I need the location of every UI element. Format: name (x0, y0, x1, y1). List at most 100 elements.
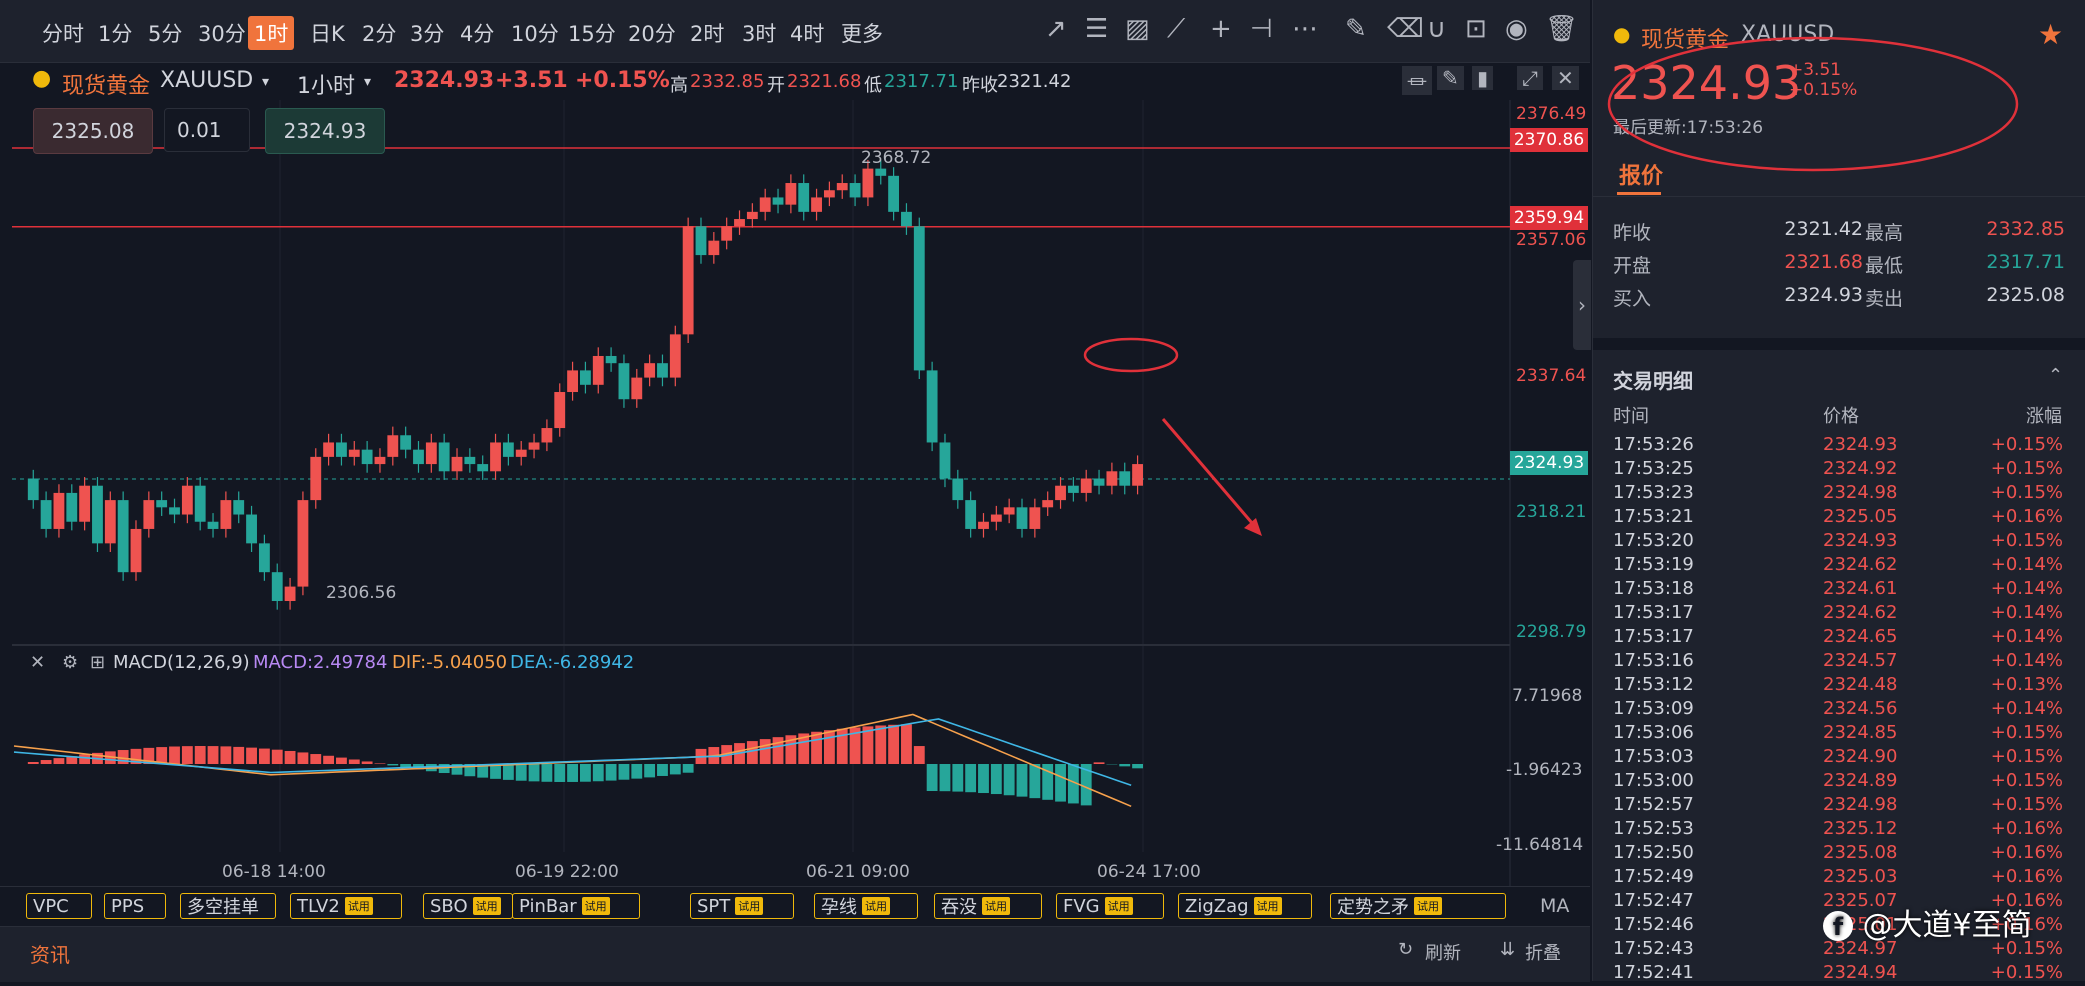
timeframe-7[interactable]: 3分 (404, 16, 450, 50)
macd-bar (593, 764, 604, 781)
timeframe-10[interactable]: 15分 (562, 16, 622, 50)
macd-bar (298, 752, 309, 764)
trade-time: 17:53:17 (1613, 626, 1694, 647)
timeframe-5[interactable]: 日K (304, 16, 351, 50)
time-tick: 06-24 17:00 (1097, 862, 1201, 882)
close-indicator-icon[interactable]: ✕ (30, 652, 45, 673)
refresh-button[interactable]: 刷新 (1425, 939, 1461, 965)
fibonacci-icon[interactable]: ☰ (1085, 14, 1108, 44)
fullscreen-icon[interactable]: ⤢ (1517, 66, 1543, 90)
buy-price-button[interactable]: 2324.93 (265, 108, 385, 154)
magnet-icon[interactable]: ∪ (1427, 14, 1446, 44)
indicator-button[interactable]: 吞没试用 (934, 893, 1042, 919)
high-label: 高 (670, 71, 688, 97)
add-icon[interactable]: ⊞ (90, 652, 105, 673)
timeframe-11[interactable]: 20分 (622, 16, 682, 50)
indicator-button[interactable]: 多空挂单 (180, 893, 276, 919)
timeframe-13[interactable]: 3时 (736, 16, 782, 50)
macd-bar (914, 746, 925, 764)
candle (143, 500, 154, 529)
timeframe-9[interactable]: 10分 (505, 16, 565, 50)
crosshair-icon[interactable]: + (1210, 14, 1232, 44)
trial-badge: 试用 (1414, 897, 1442, 915)
sell-price-button[interactable]: 2325.08 (33, 108, 153, 154)
candle (760, 197, 771, 211)
news-title[interactable]: 资讯 (30, 939, 70, 968)
candle (1004, 507, 1015, 514)
timeframe-6[interactable]: 2分 (356, 16, 402, 50)
indicator-label: 吞没 (941, 893, 977, 919)
ma-button[interactable]: MA (1540, 895, 1569, 917)
macd-bar (259, 749, 270, 764)
indicator-button[interactable]: 孕线试用 (814, 893, 918, 919)
timeframe-15[interactable]: 更多 (835, 16, 889, 50)
indicator-button[interactable]: PPS (104, 893, 166, 919)
timeframe-3[interactable]: 30分 (192, 16, 252, 50)
fold-button[interactable]: 折叠 (1525, 939, 1561, 965)
timeframe-8[interactable]: 4分 (454, 16, 500, 50)
symbol-dropdown-icon[interactable]: ▾ (262, 74, 269, 90)
image-icon[interactable]: ▨ (1125, 14, 1150, 44)
symbol-name[interactable]: 现货黄金 (62, 68, 150, 100)
trade-change: +0.14% (1991, 650, 2063, 671)
chevron-right-icon[interactable]: › (1573, 260, 1591, 350)
trade-time: 17:52:43 (1613, 938, 1694, 959)
eraser-icon[interactable]: ⌫ (1387, 14, 1424, 44)
interval-dropdown-icon[interactable]: ▾ (364, 74, 371, 90)
draw-icon[interactable]: ✎ (1437, 66, 1464, 90)
horizontal-line-icon[interactable]: ⊣ (1250, 14, 1273, 44)
tab-quote[interactable]: 报价 (1619, 158, 1663, 190)
fold-icon[interactable]: ⇊ (1500, 939, 1515, 960)
favorite-star-icon[interactable]: ★ (2038, 18, 2063, 51)
chevron-up-icon[interactable]: ⌃ (2048, 365, 2063, 386)
trade-change: +0.15% (1991, 482, 2063, 503)
macd-bar (272, 750, 283, 764)
trash-icon[interactable]: 🗑 (1545, 14, 1578, 44)
prev-close-value: 2321.42 (997, 71, 1071, 92)
edit-icon[interactable]: ✎ (1345, 14, 1367, 44)
timeframe-4[interactable]: 1时 (248, 16, 294, 50)
refresh-icon[interactable]: ↻ (1398, 939, 1413, 960)
eye-icon[interactable]: ◉ (1505, 14, 1528, 44)
candle (940, 442, 951, 478)
indicator-label: VPC (33, 896, 69, 917)
quote-value: 2332.85 (1943, 218, 2065, 240)
timeframe-0[interactable]: 分时 (36, 16, 90, 50)
pattern-icon[interactable]: ⟋ (1167, 14, 1185, 45)
indicator-button[interactable]: VPC (26, 893, 92, 919)
candle (593, 356, 604, 385)
trade-change: +0.16% (1991, 506, 2063, 527)
quote-value: 2324.93 (1743, 284, 1863, 306)
candles-icon[interactable]: ▮ (1472, 66, 1493, 90)
timeframe-1[interactable]: 1分 (92, 16, 138, 50)
indicator-label: 定势之矛 (1337, 893, 1409, 919)
interval-selector[interactable]: 1小时 (297, 68, 355, 100)
chart-type-icon[interactable]: ⏛ (1402, 66, 1432, 95)
quote-value: 2321.42 (1743, 218, 1863, 240)
quantity-stepper[interactable]: 0.01 (164, 108, 250, 152)
settings-icon[interactable]: ⚙ (62, 652, 78, 673)
price-chart[interactable] (0, 62, 1590, 886)
more-tools-icon[interactable]: ⋯ (1292, 14, 1318, 44)
close-icon[interactable]: ✕ (1552, 66, 1579, 90)
timeframe-14[interactable]: 4时 (784, 16, 830, 50)
trade-time: 17:53:18 (1613, 578, 1694, 599)
timeframe-12[interactable]: 2时 (684, 16, 730, 50)
trade-price: 2324.93 (1823, 530, 1897, 551)
trend-line-icon[interactable]: ↗ (1045, 14, 1067, 44)
open-value: 2321.68 (787, 71, 861, 92)
lock-icon[interactable]: ⊡ (1465, 14, 1487, 44)
trade-change: +0.14% (1991, 626, 2063, 647)
symbol-code[interactable]: XAUUSD (160, 68, 253, 93)
news-bar: 资讯 ↻ 刷新 ⇊ 折叠 (0, 926, 1590, 982)
indicator-button[interactable]: 定势之矛试用 (1330, 893, 1506, 919)
timeframe-2[interactable]: 5分 (142, 16, 188, 50)
